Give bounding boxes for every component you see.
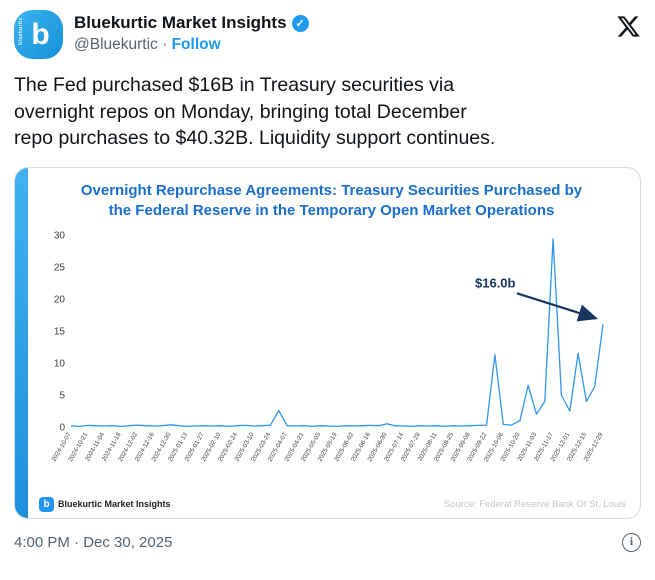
svg-text:10: 10 xyxy=(54,359,66,370)
identity-block: Bluekurtic Market Insights ✓ @Bluekurtic… xyxy=(74,10,309,54)
svg-text:30: 30 xyxy=(54,231,66,242)
separator-dot: · xyxy=(162,36,168,53)
avatar[interactable]: bluekurtic b xyxy=(14,10,63,59)
tweet-header: bluekurtic b Bluekurtic Market Insights … xyxy=(14,10,641,59)
svg-text:20: 20 xyxy=(54,295,66,306)
svg-text:25: 25 xyxy=(54,263,66,274)
tweet-footer: 4:00 PM · Dec 30, 2025 i xyxy=(14,532,641,552)
avatar-letter: b xyxy=(31,17,50,51)
svg-text:5: 5 xyxy=(59,391,65,402)
svg-text:0: 0 xyxy=(59,423,65,434)
timestamp[interactable]: 4:00 PM · Dec 30, 2025 xyxy=(14,533,173,551)
info-icon[interactable]: i xyxy=(622,532,641,552)
brand-name: Bluekurtic Market Insights xyxy=(58,499,171,510)
follow-button[interactable]: Follow xyxy=(171,36,221,53)
brand-stripe xyxy=(15,167,28,518)
verified-badge-icon: ✓ xyxy=(291,14,309,32)
handle: @Bluekurtic xyxy=(74,36,158,53)
chart-title: Overnight Repurchase Agreements: Treasur… xyxy=(80,181,583,219)
chart-media-card[interactable]: Overnight Repurchase Agreements: Treasur… xyxy=(14,166,641,519)
repo-chart: 0510152025302024-10-072024-10-212024-11-… xyxy=(51,231,605,463)
x-logo-icon[interactable] xyxy=(616,14,641,44)
svg-text:$16.0b: $16.0b xyxy=(475,275,516,290)
avatar-brand-text: bluekurtic xyxy=(18,17,24,45)
chart-source: Source: Federal Reserve Bank Of St. Loui… xyxy=(443,498,626,510)
display-name[interactable]: Bluekurtic Market Insights xyxy=(74,13,287,32)
chart-brand: b Bluekurtic Market Insights xyxy=(39,496,171,512)
brand-logo-icon: b xyxy=(39,496,54,512)
chart-card-footer: b Bluekurtic Market Insights Source: Fed… xyxy=(39,496,626,512)
svg-text:15: 15 xyxy=(54,327,66,338)
tweet-text: The Fed purchased $16B in Treasury secur… xyxy=(14,74,496,150)
